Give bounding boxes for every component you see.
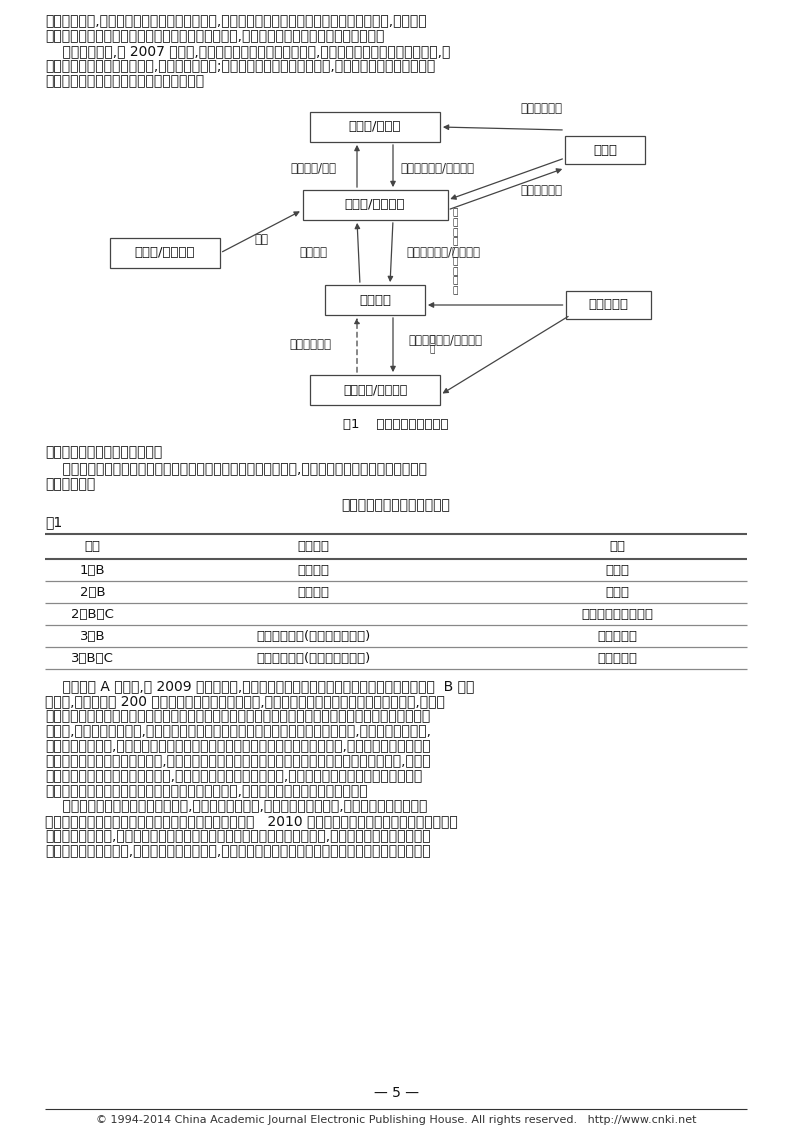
Text: 支付收益/利益: 支付收益/利益 [290, 163, 336, 175]
Text: 受托人/投资计划: 受托人/投资计划 [345, 199, 406, 211]
Text: 表1: 表1 [45, 515, 63, 529]
Text: 资金账户管理: 资金账户管理 [520, 103, 562, 115]
Text: 一类债权计划由于有银行担保,其交易结构类似;第二类债权计划为非银行担保,其交易结构则差异性较大。: 一类债权计划由于有银行担保,其交易结构类似;第二类债权计划为非银行担保,其交易结… [45, 59, 436, 74]
Text: 第三方机构: 第三方机构 [597, 630, 637, 642]
Text: 2－B: 2－B [79, 586, 105, 598]
Text: 配而体现出的信用能力,是政府信用的规范运用,对于区域或行业发展具有积极的战略意义。在信用结构方: 配而体现出的信用能力,是政府信用的规范运用,对于区域或行业发展具有积极的战略意义… [45, 844, 431, 858]
Text: 为偿债主体的计划,多为完成某一重要项目投资而在两个大型企业间进行合作,是政府通过对担保资源的调: 为偿债主体的计划,多为完成某一重要项目投资而在两个大型企业间进行合作,是政府通过… [45, 829, 431, 843]
Bar [310, 375, 440, 405]
Text: 母公司加资产抵质押: 母公司加资产抵质押 [581, 607, 653, 621]
Bar [565, 291, 650, 319]
Text: 偿债主体: 偿债主体 [298, 541, 329, 553]
Text: 母公司: 母公司 [605, 563, 629, 577]
Text: 级方式,即由净资产 200 亿以上的企业提供担保情况下,偿债主体是担保人的子公司情形较为普遍,即由担: 级方式,即由净资产 200 亿以上的企业提供担保情况下,偿债主体是担保人的子公司… [45, 694, 445, 708]
Text: 上市公司: 上市公司 [298, 563, 329, 577]
Text: 违约风险相对较低,对担保的实质依赖较低。以单一项目公司作为偿债主体的计划,项目公司收入政策会对: 违约风险相对较低,对担保的实质依赖较低。以单一项目公司作为偿债主体的计划,项目公… [45, 739, 431, 753]
Text: 保条件有关。: 保条件有关。 [45, 477, 95, 491]
Text: 投资项目/项目公司: 投资项目/项目公司 [343, 383, 407, 397]
Text: 3－B＋C: 3－B＋C [71, 651, 114, 665]
Text: （一）偿债主体与增信选择特征: （一）偿债主体与增信选择特征 [45, 444, 162, 459]
Text: 保人的上市子公司或国家级项目中的项目子公司担任偿债主体。此类计划担保行为发生于同一集团母子公: 保人的上市子公司或国家级项目中的项目子公司担任偿债主体。此类计划担保行为发生于同… [45, 709, 430, 723]
Text: 独立监督人: 独立监督人 [588, 299, 628, 311]
Text: 而如选择集团控股公司为偿债主体,在目前法规结构下,除可以考虑抵质押外,具有实际操作性的是由: 而如选择集团控股公司为偿债主体,在目前法规结构下,除可以考虑抵质押外,具有实际操… [45, 798, 428, 813]
Text: 项目公司: 项目公司 [298, 586, 329, 598]
Text: 担保人/担保资产: 担保人/担保资产 [135, 247, 196, 259]
Text: 如可获得 A 类增级,如 2009 年前的情形,偿债主体多选择集团控股公司。在当前较多采用的是  B 类增: 如可获得 A 类增级,如 2009 年前的情形,偿债主体多选择集团控股公司。在当… [45, 679, 474, 693]
Text: 集团控股公司(上市公司母公司): 集团控股公司(上市公司母公司) [257, 630, 371, 642]
Text: 图1    债权计划交易结构图: 图1 债权计划交易结构图 [343, 418, 449, 432]
Bar [325, 285, 425, 316]
Text: © 1994-2014 China Academic Journal Electronic Publishing House. All rights reser: © 1994-2014 China Academic Journal Elect… [96, 1115, 696, 1125]
Text: 资金账户管理: 资金账户管理 [520, 184, 562, 198]
Text: 股权基金的管理模式相近。作为一种创新型金融产品,债权计划融合了多种金融工具的优势。: 股权基金的管理模式相近。作为一种创新型金融产品,债权计划融合了多种金融工具的优势… [45, 29, 384, 43]
Text: 支付本息: 支付本息 [299, 245, 327, 259]
Text: 2－B＋C: 2－B＋C [71, 607, 114, 621]
Text: 划付委托资金/参与治理: 划付委托资金/参与治理 [400, 163, 474, 175]
Text: 委托人/受益人: 委托人/受益人 [348, 121, 402, 133]
Text: 司之间,属集团内融资安排,交易较易达成。其中由上市公司作为偿债主体的债权计划,主体融资渠道多样,: 司之间,属集团内融资安排,交易较易达成。其中由上市公司作为偿债主体的债权计划,主… [45, 724, 431, 739]
Text: 集团控股公司(上市公司母公司): 集团控股公司(上市公司母公司) [257, 651, 371, 665]
Bar [110, 238, 220, 268]
Text: 根据公开信息,从 2007 年以来,各资产管理公司设立的债权计划,从担保方式上可大体划分为两类,第: 根据公开信息,从 2007 年以来,各资产管理公司设立的债权计划,从担保方式上可… [45, 44, 451, 58]
Text: 划付本息分担: 划付本息分担 [289, 338, 331, 352]
Text: 监
督: 监 督 [430, 335, 436, 355]
Text: 随后的分析主要以第二类计划为对象进行。: 随后的分析主要以第二类计划为对象进行。 [45, 74, 204, 88]
Text: 托管人: 托管人 [593, 144, 617, 156]
Text: 偿债能力的持续性形成实质影响,在交易结构方面更多依赖于担保人的信用能力。作为债权型产品,债权计: 偿债能力的持续性形成实质影响,在交易结构方面更多依赖于担保人的信用能力。作为债权… [45, 754, 431, 768]
Text: 移。这是一个值得在合同设计中予以重点关注的问题,并应在长期实践中予以优化解决。: 移。这是一个值得在合同设计中予以重点关注的问题,并应在长期实践中予以优化解决。 [45, 784, 367, 798]
Text: 担保: 担保 [609, 541, 625, 553]
Text: 企业偿债能力,资金使用及投资计划运作等角度,在整个投资存续期进行持续管理直至期满退出,又与私募: 企业偿债能力,资金使用及投资计划运作等角度,在整个投资存续期进行持续管理直至期满… [45, 14, 427, 28]
Text: 1－B: 1－B [79, 563, 105, 577]
Bar [310, 112, 440, 143]
Bar [565, 136, 645, 164]
Text: 偿债主体是承担债权计划还本付息义务的主体。从已设立计划看,债权计划偿债主体的选择往往与担: 偿债主体是承担债权计划还本付息义务的主体。从已设立计划看,债权计划偿债主体的选择… [45, 461, 427, 476]
Text: — 5 —: — 5 — [374, 1086, 418, 1100]
Text: 3－B: 3－B [79, 630, 105, 642]
Text: 母公司: 母公司 [605, 586, 629, 598]
Text: 资产抵质押: 资产抵质押 [597, 651, 637, 665]
Text: 划付投资资金/持续管理: 划付投资资金/持续管理 [406, 245, 480, 259]
Bar [303, 190, 447, 221]
Text: 划的核心应是偿债主体的信用状况,但在无法获得所需增信安排时,债权计划的偿债核心往往向担保人偏: 划的核心应是偿债主体的信用状况,但在无法获得所需增信安排时,债权计划的偿债核心往… [45, 769, 422, 783]
Text: 合格的第三方集团控股公司提供担保。部分债权计划已于   2010 年早些时候进入申报环节。集团控股公司: 合格的第三方集团控股公司提供担保。部分债权计划已于 2010 年早些时候进入申报… [45, 814, 458, 828]
Text: 实践中的主体与增信选择组合: 实践中的主体与增信选择组合 [341, 498, 451, 512]
Text: 资
金
账
户
/
行
为
监
督: 资 金 账 户 / 行 为 监 督 [452, 209, 458, 295]
Text: 类别: 类别 [85, 541, 101, 553]
Text: 划付投资资金/持续管理: 划付投资资金/持续管理 [408, 334, 482, 346]
Text: 担保: 担保 [254, 233, 268, 247]
Text: 偿债主体: 偿债主体 [359, 294, 391, 307]
